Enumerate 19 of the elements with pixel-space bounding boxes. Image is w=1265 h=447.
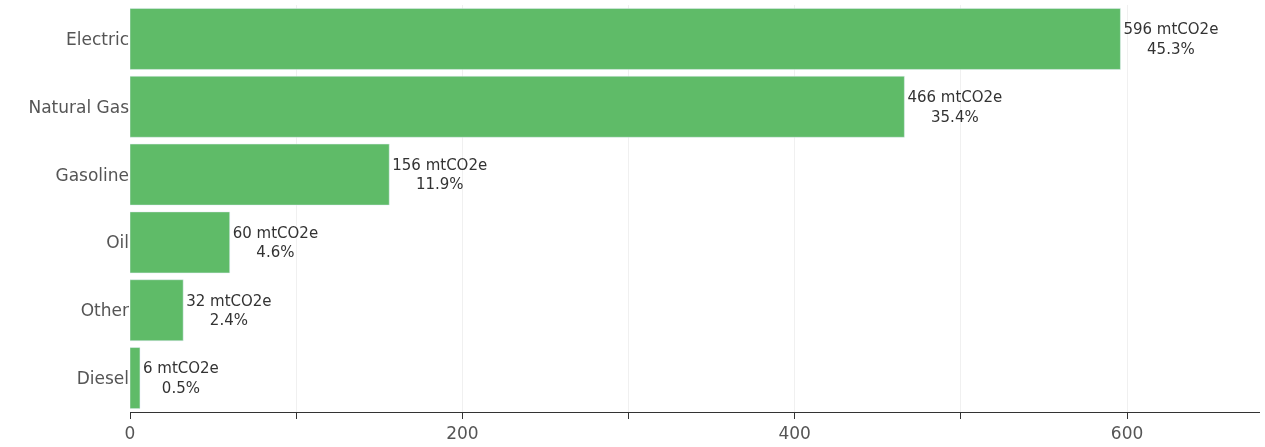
x-tick-label: 400 xyxy=(778,423,811,444)
y-tick-label: Electric xyxy=(66,28,129,49)
data-label: 6 mtCO2e 0.5% xyxy=(142,359,219,397)
data-label: 466 mtCO2e 35.4% xyxy=(907,88,1003,126)
y-tick-label: Gasoline xyxy=(55,164,129,185)
data-label: 32 mtCO2e 2.4% xyxy=(186,291,272,329)
x-tick-label: 0 xyxy=(124,423,136,444)
y-tick-label: Other xyxy=(80,300,129,321)
bar xyxy=(130,279,184,342)
bar xyxy=(130,347,141,409)
data-label: 60 mtCO2e 4.6% xyxy=(232,223,319,262)
x-tick-label: 600 xyxy=(1110,423,1144,444)
data-label: 156 mtCO2e 11.9% xyxy=(392,155,488,194)
x-tick-label: 200 xyxy=(446,423,479,444)
y-tick-label: Diesel xyxy=(76,368,129,389)
y-tick-label: Oil xyxy=(106,232,129,253)
y-tick-label: Natural Gas xyxy=(28,96,130,117)
bar xyxy=(130,211,230,274)
data-label: 596 mtCO2e 45.3% xyxy=(1123,20,1219,58)
